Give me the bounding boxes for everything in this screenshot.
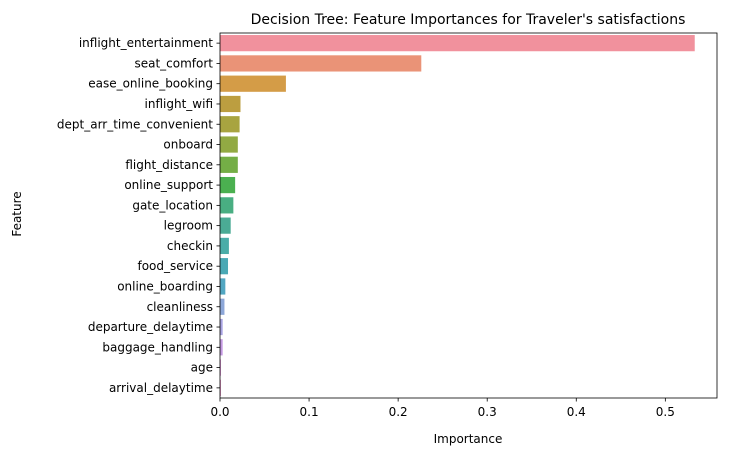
y-tick-label-flight-distance: flight_distance — [125, 158, 213, 172]
x-tick-label-2: 0.2 — [389, 405, 408, 419]
bar-checkin — [220, 237, 229, 255]
bar-food-service — [220, 258, 229, 275]
y-tick-label-inflight-entertainment: inflight_entertainment — [79, 36, 213, 50]
y-tick-label-ease-online-booking: ease_online_booking — [88, 77, 213, 91]
bar-online-boarding — [220, 278, 226, 295]
y-tick-label-cleanliness: cleanliness — [147, 300, 213, 314]
bar-inflight-entertainment — [220, 35, 695, 52]
x-axis-label: Importance — [434, 432, 503, 446]
bar-departure-delaytime — [220, 318, 223, 336]
y-tick-label-gate-location: gate_location — [132, 198, 213, 212]
bar-legroom — [220, 217, 231, 234]
x-tick-label-4: 0.4 — [567, 405, 586, 419]
x-axis-ticks: 0.0 0.1 0.2 0.3 0.4 0.5 — [210, 398, 675, 419]
y-tick-label-age: age — [191, 361, 213, 375]
x-tick-label-1: 0.1 — [300, 405, 319, 419]
y-tick-label-online-support: online_support — [124, 178, 213, 192]
y-axis-ticks: inflight_entertainment seat_comfort ease_o… — [57, 36, 220, 395]
y-tick-label-food-service: food_service — [137, 259, 213, 273]
bar-seat-comfort — [220, 55, 422, 72]
x-tick-label-0: 0.0 — [210, 405, 229, 419]
y-tick-label-seat-comfort: seat_comfort — [134, 56, 213, 70]
bar-ease-online-booking — [220, 75, 286, 92]
bar-arrival-delaytime — [220, 379, 221, 396]
bar-flight-distance — [220, 156, 238, 173]
y-axis-label: Feature — [10, 191, 24, 236]
x-tick-label-5: 0.5 — [656, 405, 675, 419]
y-tick-label-checkin: checkin — [167, 239, 213, 253]
y-tick-label-online-boarding: online_boarding — [117, 279, 213, 293]
y-tick-label-dept-arr-time-convenient: dept_arr_time_convenient — [57, 117, 213, 131]
plot-frame — [219, 32, 718, 399]
bar-dept-arr-time-convenient — [220, 116, 240, 133]
y-tick-label-departure-delaytime: departure_delaytime — [88, 320, 213, 334]
bar-gate-location — [220, 197, 234, 214]
bar-baggage-handling — [220, 339, 223, 356]
bar-inflight-wifi — [220, 95, 241, 113]
y-tick-label-legroom: legroom — [164, 219, 213, 233]
bar-age — [220, 359, 221, 376]
y-tick-label-arrival-delaytime: arrival_delaytime — [109, 381, 213, 395]
bar-onboard — [220, 136, 238, 153]
y-tick-label-onboard: onboard — [163, 138, 213, 152]
x-tick-label-3: 0.3 — [478, 405, 497, 419]
bar-cleanliness — [220, 298, 225, 315]
bar-online-support — [220, 176, 236, 194]
y-tick-label-baggage-handling: baggage_handling — [102, 340, 213, 354]
y-tick-label-inflight-wifi: inflight_wifi — [145, 97, 213, 111]
bars-group — [220, 35, 695, 396]
chart-title: Decision Tree: Feature Importances for T… — [251, 12, 686, 28]
